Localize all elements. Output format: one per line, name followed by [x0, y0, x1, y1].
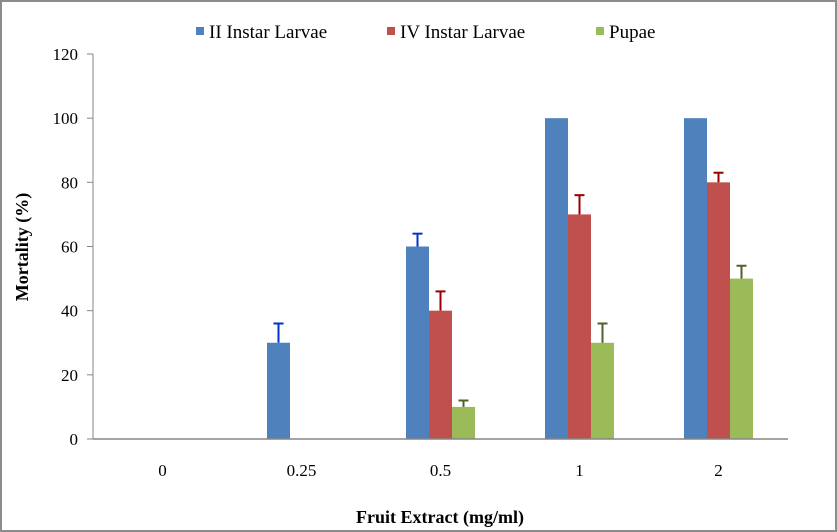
- x-tick-label: 0.5: [430, 461, 451, 480]
- legend-label-pupae: Pupae: [609, 22, 655, 43]
- legend-item-iv-instar-larvae: IV Instar Larvae: [387, 22, 525, 43]
- bars: [267, 118, 753, 440]
- bar-pupae-0.5: [452, 406, 475, 439]
- legend-item-ii-instar-larvae: II Instar Larvae: [196, 22, 327, 43]
- legend-swatch-ii-instar-larvae: [196, 27, 204, 35]
- x-tick-label: 0: [158, 461, 167, 480]
- bar-iv-instar-larvae-2: [707, 182, 730, 440]
- bar-pupae-1: [591, 342, 614, 439]
- legend-swatch-pupae: [596, 27, 604, 35]
- y-tick-label: 60: [61, 238, 78, 257]
- y-tick-label: 100: [53, 109, 79, 128]
- x-tick-label: 2: [714, 461, 723, 480]
- legend: II Instar Larvae IV Instar Larvae Pupae: [196, 22, 655, 43]
- legend-label-iv-instar-larvae: IV Instar Larvae: [400, 22, 525, 43]
- bar-ii-instar-larvae-0.5: [406, 246, 429, 439]
- bar-ii-instar-larvae-0.25: [267, 342, 290, 439]
- bar-iv-instar-larvae-0.5: [429, 310, 452, 439]
- y-tick-label: 20: [61, 366, 78, 385]
- x-axis-ticks: 0 0.25 0.5 1 2: [158, 461, 723, 480]
- y-axis-title: Mortality (%): [12, 193, 33, 301]
- bar-iv-instar-larvae-1: [568, 214, 591, 439]
- y-tick-label: 120: [53, 45, 79, 64]
- bar-ii-instar-larvae-2: [684, 118, 707, 440]
- legend-label-ii-instar-larvae: II Instar Larvae: [209, 22, 327, 43]
- y-tick-label: 0: [70, 430, 79, 449]
- x-tick-label: 0.25: [287, 461, 317, 480]
- bar-ii-instar-larvae-1: [545, 118, 568, 440]
- bar-pupae-2: [730, 278, 753, 439]
- x-tick-label: 1: [575, 461, 584, 480]
- axes: [92, 54, 788, 440]
- y-axis-ticks: 0 20 40 60 80 100 120: [53, 45, 93, 449]
- legend-swatch-iv-instar-larvae: [387, 27, 395, 35]
- legend-item-pupae: Pupae: [596, 22, 655, 43]
- x-axis-title: Fruit Extract (mg/ml): [356, 507, 524, 528]
- y-tick-label: 40: [61, 302, 78, 321]
- y-tick-label: 80: [61, 173, 78, 192]
